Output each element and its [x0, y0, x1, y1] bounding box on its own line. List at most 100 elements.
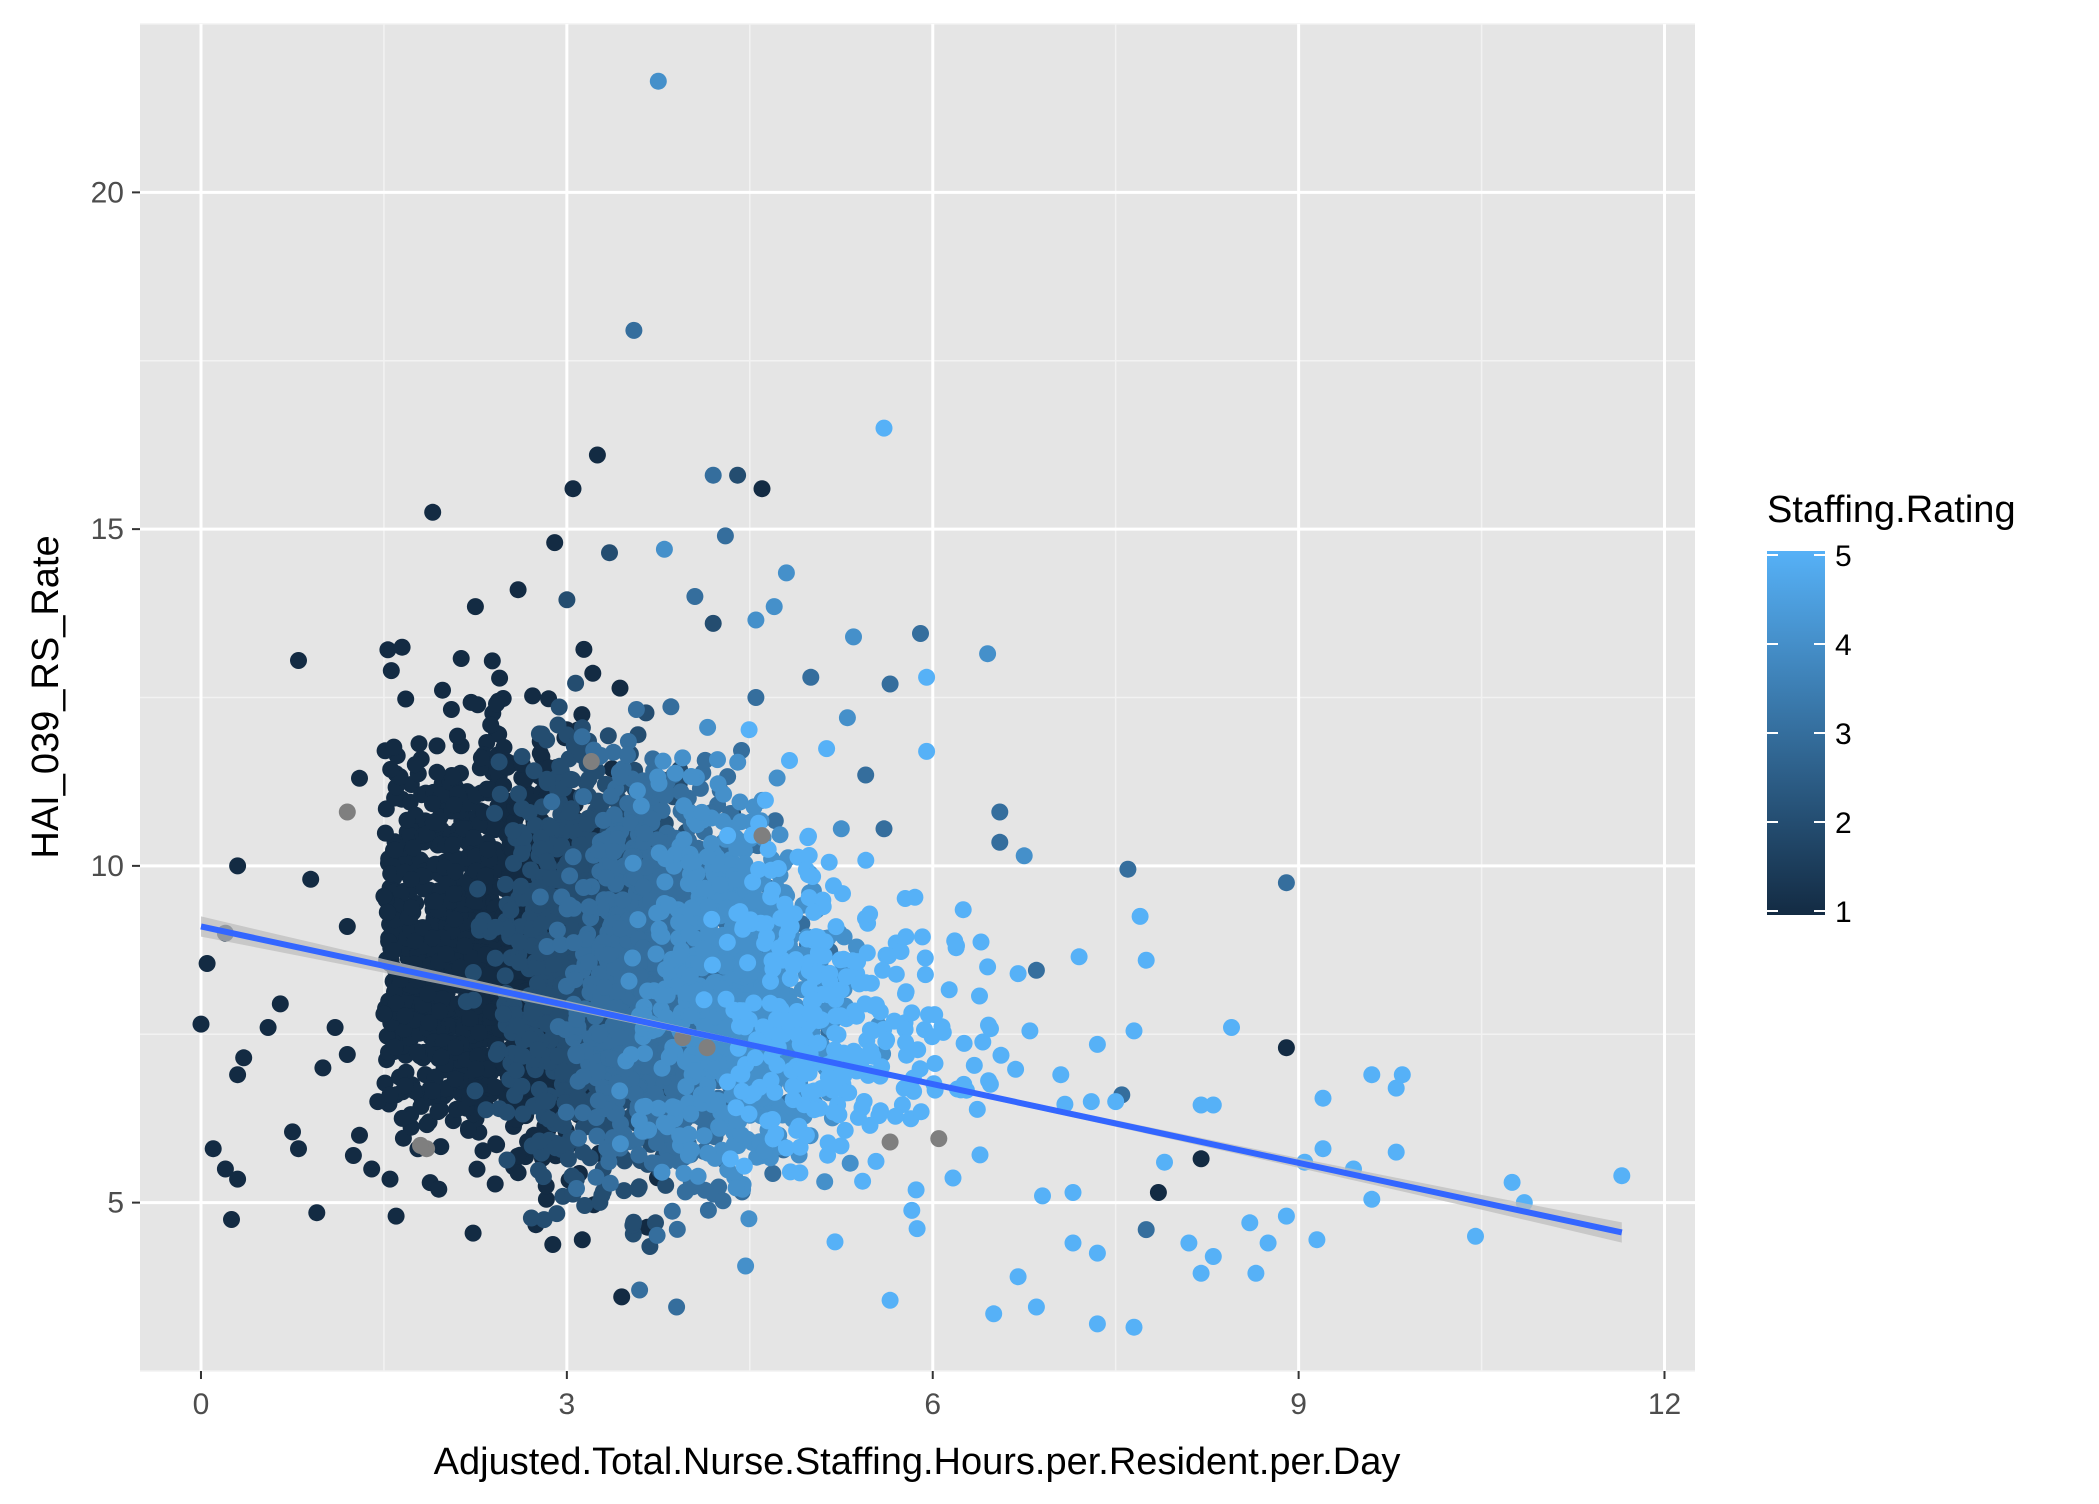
data-point	[545, 956, 562, 973]
data-point	[570, 1089, 587, 1106]
data-point	[628, 701, 645, 718]
data-point	[566, 971, 583, 988]
data-point	[837, 1122, 854, 1139]
data-point	[562, 771, 579, 788]
data-point	[498, 1104, 515, 1121]
data-point	[681, 854, 698, 871]
data-point	[662, 698, 679, 715]
data-point	[433, 1049, 450, 1066]
data-point	[675, 797, 692, 814]
data-point	[664, 1203, 681, 1220]
data-point	[497, 967, 514, 984]
data-point	[567, 675, 584, 692]
data-point	[683, 1142, 700, 1159]
data-point	[469, 1161, 486, 1178]
data-point	[669, 1221, 686, 1238]
data-point	[431, 1003, 448, 1020]
data-point	[561, 867, 578, 884]
data-point	[479, 841, 496, 858]
data-point	[649, 1227, 666, 1244]
data-point	[491, 753, 508, 770]
data-point	[764, 1165, 781, 1182]
data-point	[700, 1202, 717, 1219]
data-point	[523, 1210, 540, 1227]
data-point	[565, 934, 582, 951]
data-point	[575, 641, 592, 658]
data-point	[842, 1155, 859, 1172]
data-point	[432, 1138, 449, 1155]
data-point	[396, 1007, 413, 1024]
data-point	[535, 1168, 552, 1185]
data-point	[612, 769, 629, 786]
data-point	[654, 928, 671, 945]
data-point	[637, 1098, 654, 1115]
data-point	[513, 845, 530, 862]
data-point	[828, 918, 845, 935]
data-point	[508, 1062, 525, 1079]
data-point	[488, 1046, 505, 1063]
data-point	[424, 1083, 441, 1100]
data-point	[511, 934, 528, 951]
data-point	[575, 788, 592, 805]
data-point	[649, 769, 666, 786]
data-point	[579, 816, 596, 833]
data-point	[512, 878, 529, 895]
data-point	[429, 737, 446, 754]
data-point	[426, 893, 443, 910]
data-point	[982, 1076, 999, 1093]
data-point	[926, 1006, 943, 1023]
data-point	[631, 1282, 648, 1299]
data-point	[661, 1049, 678, 1066]
data-point	[541, 1111, 558, 1128]
data-point	[561, 897, 578, 914]
data-point	[729, 871, 746, 888]
data-point	[603, 788, 620, 805]
data-point	[699, 849, 716, 866]
data-point	[868, 1153, 885, 1170]
data-point	[523, 1005, 540, 1022]
data-point	[600, 946, 617, 963]
data-point	[487, 950, 504, 967]
data-point	[570, 1130, 587, 1147]
data-point	[521, 804, 538, 821]
data-point	[682, 1106, 699, 1123]
data-point	[492, 786, 509, 803]
data-point	[655, 753, 672, 770]
data-point	[696, 991, 713, 1008]
data-point	[385, 943, 402, 960]
data-point	[732, 794, 749, 811]
data-point	[737, 1258, 754, 1275]
data-point	[465, 829, 482, 846]
data-point	[383, 662, 400, 679]
data-point	[772, 826, 789, 843]
data-point	[530, 1041, 547, 1058]
data-point	[667, 765, 684, 782]
data-point	[430, 1103, 447, 1120]
data-point	[595, 812, 612, 829]
data-point	[696, 1127, 713, 1144]
data-point	[424, 795, 441, 812]
data-point	[596, 979, 613, 996]
data-point	[379, 641, 396, 658]
data-point	[590, 1092, 607, 1109]
data-point	[704, 957, 721, 974]
data-point	[590, 842, 607, 859]
data-point	[443, 701, 460, 718]
data-point	[581, 898, 598, 915]
data-point	[543, 793, 560, 810]
data-point	[600, 727, 617, 744]
data-point	[598, 870, 615, 887]
data-point	[548, 1205, 565, 1222]
data-point	[499, 1152, 516, 1169]
data-point	[429, 764, 446, 781]
data-point	[471, 1024, 488, 1041]
data-point	[551, 699, 568, 716]
data-point	[534, 726, 551, 743]
data-point	[690, 1168, 707, 1185]
data-point	[495, 1006, 512, 1023]
data-point	[555, 1063, 572, 1080]
data-point	[399, 812, 416, 829]
data-point	[621, 973, 638, 990]
data-point	[444, 836, 461, 853]
data-point	[648, 946, 665, 963]
